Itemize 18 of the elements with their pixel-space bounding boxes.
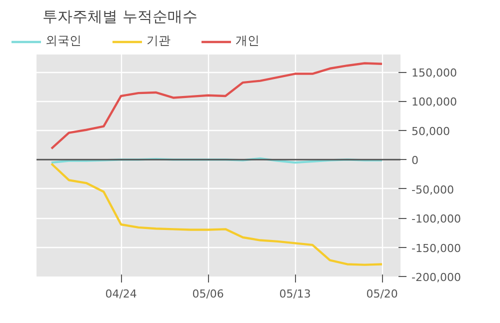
y-tick-label: -100,000: [412, 212, 461, 226]
x-tick-label: 05/20: [366, 288, 398, 300]
y-tick-label: 0: [412, 154, 418, 168]
line-series: [50, 162, 384, 266]
y-tick-label: 50,000: [412, 124, 450, 138]
y-tick-label: -150,000: [412, 242, 461, 255]
y-tick-label: 150,000: [412, 66, 457, 80]
chart-title: 투자주체별 누적순매수: [42, 8, 198, 26]
line-series: [50, 62, 384, 150]
legend-label: 기관: [146, 32, 171, 50]
x-tick-label: 05/13: [279, 288, 311, 300]
y-tick-label: 100,000: [412, 96, 457, 109]
legend-label: 외국인: [46, 32, 82, 50]
x-tick-label: 04/24: [105, 288, 137, 300]
legend-label: 개인: [236, 32, 260, 50]
x-tick-label: 05/06: [192, 288, 224, 300]
y-tick-label: -200,000: [412, 271, 461, 284]
y-tick-label: -50,000: [412, 183, 454, 196]
